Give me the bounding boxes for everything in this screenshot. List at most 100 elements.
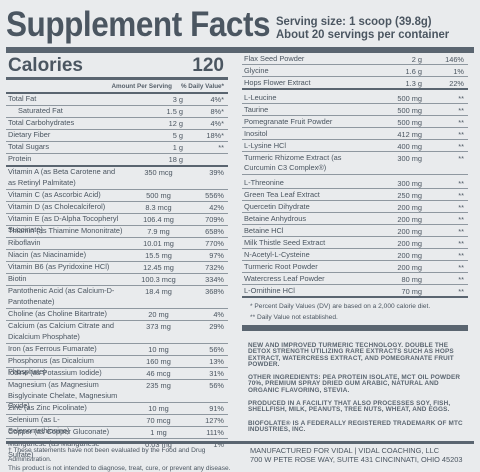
nutrient-amount: 18 g — [168, 155, 183, 164]
ingredient-row: L-Threonine 300 mg ** — [242, 175, 468, 189]
ingredient-name: L-Lysine HCl — [244, 140, 287, 150]
ingredient-name: Quercetin Dihydrate — [244, 201, 310, 211]
ingredient-amount: 2 g — [411, 54, 422, 64]
nutrient-amount: 10 mg — [148, 345, 169, 354]
nutrient-amount: 5 g — [172, 131, 183, 140]
serving-info: Serving size: 1 scoop (39.8g) About 20 s… — [276, 15, 449, 41]
nutrient-dv: 709% — [205, 215, 224, 224]
nutrient-row: Vitamin B6 (as Pyridoxine HCl) 12.45 mg 73… — [6, 262, 228, 274]
ingredient-dv: 22% — [449, 78, 464, 88]
ingredient-dv: ** — [458, 274, 464, 284]
ingredient-amount: 200 mg — [397, 202, 422, 212]
nutrient-name: Calcium (as Calcium Citrate and Dicalciu… — [8, 321, 114, 341]
ingredient-name: Taurine — [244, 104, 269, 114]
ingredient-dv: ** — [458, 129, 464, 139]
nutrient-name: Iron (as Ferrous Fumarate) — [8, 344, 97, 353]
ingredient-amount: 200 mg — [397, 214, 422, 224]
nutrient-name: Total Carbohydrates — [8, 118, 75, 127]
nutrient-name: Selenium (as L-Selenomethionine) — [8, 415, 70, 435]
calories-label: Calories — [8, 55, 83, 76]
nutrient-name: Thiamin (as Thiamine Mononitrate) — [8, 226, 123, 235]
ingredient-row: Quercetin Dihydrate 200 mg ** — [242, 201, 468, 213]
ingredient-amount: 500 mg — [397, 117, 422, 127]
nutrient-name: Vitamin D (as Cholecalciferol) — [8, 202, 106, 211]
nutrient-row: Vitamin C (as Ascorbic Acid) 500 mg 556% — [6, 190, 228, 202]
ingredient-amount: 500 mg — [397, 93, 422, 103]
notes-rule — [242, 325, 468, 331]
nutrient-amount: 3 g — [172, 95, 183, 104]
nutrient-dv: 31% — [209, 369, 224, 378]
nutrient-dv: 56% — [209, 381, 224, 390]
nutrient-dv: 732% — [205, 263, 224, 272]
servings-per-container: About 20 servings per container — [275, 27, 449, 41]
manufacturer-line1: Manufactured for Vidal | Vidal Coaching,… — [250, 446, 440, 455]
fda-disclaimer: † These statements have not been evaluat… — [8, 446, 234, 472]
ingredient-row: Watercress Leaf Powder 80 mg ** — [242, 273, 468, 285]
ingredient-amount: 1.6 g — [405, 66, 422, 76]
nutrient-row: Total Sugars 1 g ** — [6, 142, 228, 154]
nutrient-name: Magnesium (as Magnesium Bisglycinate Che… — [8, 380, 118, 410]
nutrient-dv: 56% — [209, 345, 224, 354]
nutrient-row: Selenium (as L-Selenomethionine) 70 mcg 12… — [6, 415, 228, 435]
ingredient-row: Inositol 412 mg ** — [242, 128, 468, 140]
ingredient-dv: ** — [458, 190, 464, 200]
allergen-statement: Produced in a facility that also process… — [248, 400, 451, 414]
ingredient-amount: 500 mg — [397, 105, 422, 115]
ingredient-amount: 200 mg — [397, 226, 422, 236]
ingredient-name: Betaine HCl — [244, 225, 284, 235]
nutrient-amount: 46 mcg — [146, 369, 171, 378]
nutrient-dv: 4% — [213, 310, 224, 319]
ingredient-dv: ** — [458, 262, 464, 272]
nutrient-amount: 12 g — [168, 119, 183, 128]
ingredient-amount: 80 mg — [401, 274, 422, 284]
nutrient-amount: 1.5 g — [166, 107, 183, 116]
ingredient-amount: 300 mg — [397, 178, 422, 188]
nutrient-row: Vitamin D (as Cholecalciferol) 8.3 mcg 42% — [6, 202, 228, 214]
ingredient-row: Turmeric Rhizome Extract (as Curcumin C3… — [242, 152, 468, 175]
nutrient-name: Vitamin B6 (as Pyridoxine HCl) — [8, 262, 110, 271]
nutrient-row: Vitamin E (as D-Alpha Tocopheryl Succina… — [6, 214, 228, 234]
nutrient-row: Magnesium (as Magnesium Bisglycinate Che… — [6, 380, 228, 410]
ingredient-amount: 200 mg — [397, 250, 422, 260]
description-paragraph: New and improved turmeric technology. Do… — [248, 342, 454, 368]
nutrient-name: Vitamin E (as D-Alpha Tocopheryl Succina… — [8, 214, 119, 234]
nutrient-name: Riboflavin — [8, 238, 41, 247]
calories-value: 120 — [192, 55, 224, 76]
column-headers: Amount Per Serving % Daily Value* — [6, 80, 228, 92]
ingredient-dv: ** — [458, 105, 464, 115]
nutrient-dv: 18%* — [206, 131, 224, 140]
nutrient-dv: 42% — [209, 203, 224, 212]
ingredient-row: L-Lysine HCl 400 mg ** — [242, 140, 468, 152]
ingredient-row: Betaine Anhydrous 200 mg ** — [242, 213, 468, 225]
nutrient-name: Vitamin A (as Beta Carotene and as Retin… — [8, 167, 116, 187]
nutrient-amount: 20 mg — [148, 310, 169, 319]
nutrient-name: Phosphorus (as Dicalcium Phosphate) — [8, 356, 94, 376]
ingredient-row: Pomegranate Fruit Powder 500 mg ** — [242, 116, 468, 128]
nutrient-amount: 8.3 mcg — [145, 203, 172, 212]
ingredient-dv: 146% — [445, 54, 464, 64]
nutrient-name: Biotin — [8, 274, 27, 283]
ingredient-dv: ** — [458, 153, 464, 163]
nutrient-row: Vitamin A (as Beta Carotene and as Retin… — [6, 167, 228, 190]
ingredient-name: Green Tea Leaf Extract — [244, 189, 320, 199]
nutrient-dv: 8%* — [210, 107, 224, 116]
ingredient-dv: 1% — [453, 66, 464, 76]
ingredient-name: Hops Flower Extract — [244, 77, 311, 87]
nutrient-dv: 111% — [206, 428, 224, 437]
ingredient-name: Flax Seed Powder — [244, 53, 305, 63]
nutrient-dv: 39% — [209, 168, 224, 177]
dv-header: % Daily Value* — [180, 83, 224, 90]
nutrient-row: Protein 18 g — [6, 154, 228, 167]
nutrient-amount: 500 mg — [146, 191, 171, 200]
nutrient-dv: 770% — [205, 239, 224, 248]
ingredient-name: N-Acetyl-L-Cysteine — [244, 249, 310, 259]
nutrient-amount: 12.45 mg — [143, 263, 174, 272]
nutrient-dv: ** — [218, 143, 224, 152]
nutrient-row: Iron (as Ferrous Fumarate) 10 mg 56% — [6, 344, 228, 356]
nutrient-name: Iodine (as Potassium Iodide) — [8, 368, 102, 377]
nutrient-dv: 4%* — [210, 119, 224, 128]
nutrient-row: Riboflavin 10.01 mg 770% — [6, 238, 228, 250]
nutrient-row: Zinc (as Zinc Picolinate) 10 mg 91% — [6, 403, 228, 415]
nutrient-name: Pantothenic Acid (as Calcium-D-Pantothen… — [8, 286, 115, 306]
